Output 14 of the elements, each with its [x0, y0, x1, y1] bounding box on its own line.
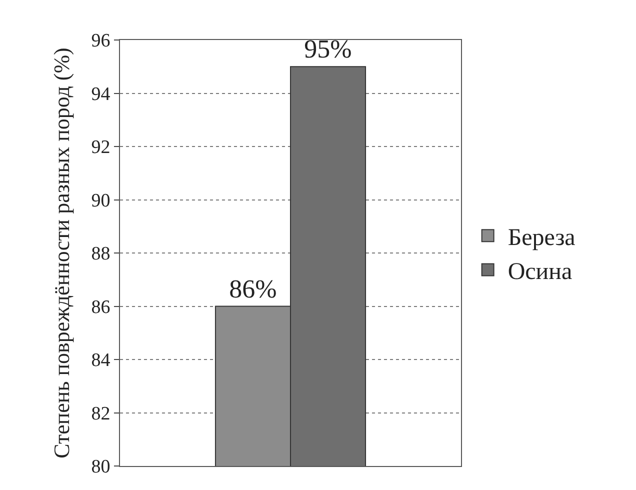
y-tick-label: 96 — [91, 30, 110, 52]
legend-label: Береза — [508, 224, 576, 251]
y-tick-label: 90 — [91, 190, 110, 212]
legend-label: Осина — [508, 259, 572, 286]
y-tick-label: 82 — [91, 403, 110, 424]
data-label: 86% — [229, 274, 277, 304]
y-tick-label: 94 — [91, 84, 111, 105]
y-tick-label: 88 — [91, 244, 110, 265]
y-tick-label: 84 — [91, 350, 111, 372]
data-label: 95% — [304, 34, 352, 64]
y-tick-label: 86 — [91, 296, 110, 318]
y-tick-label: 92 — [91, 137, 110, 158]
y-axis-title: Степень повреждённости разных пород (%) — [49, 48, 74, 458]
y-tick-label: 80 — [91, 456, 110, 478]
